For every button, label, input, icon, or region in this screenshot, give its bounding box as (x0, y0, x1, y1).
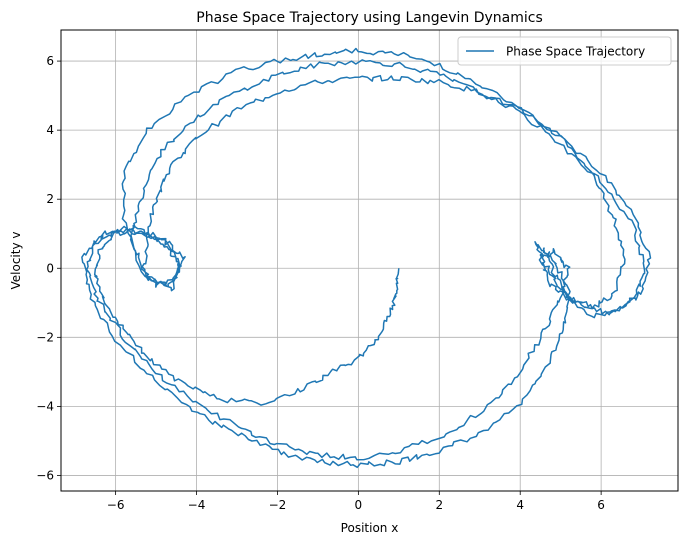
x-tick-label: −2 (269, 498, 287, 512)
axes-frame (60, 29, 679, 492)
x-tick-label: −6 (107, 498, 125, 512)
x-ticks: −6 −4 −2 0 2 4 6 (107, 491, 605, 512)
x-tick-label: 0 (355, 498, 363, 512)
x-axis-label: Position x (341, 521, 399, 535)
series-line (81, 47, 652, 469)
y-tick-label: 0 (46, 261, 54, 275)
plot-area (81, 47, 652, 469)
legend-label: Phase Space Trajectory (506, 45, 645, 59)
y-ticks: −6 −4 −2 0 2 4 6 (36, 54, 61, 482)
x-tick-label: −4 (188, 498, 206, 512)
y-tick-label: 6 (46, 54, 54, 68)
chart-title: Phase Space Trajectory using Langevin Dy… (196, 10, 543, 26)
y-tick-label: −4 (36, 399, 54, 413)
legend: Phase Space Trajectory (457, 36, 672, 66)
x-tick-label: 2 (435, 498, 443, 512)
series-group (81, 47, 652, 469)
y-tick-label: −6 (36, 468, 54, 482)
y-tick-label: 4 (46, 123, 54, 137)
x-tick-label: 6 (597, 498, 605, 512)
x-tick-label: 4 (516, 498, 524, 512)
y-tick-label: 2 (46, 192, 54, 206)
y-tick-label: −2 (36, 330, 54, 344)
y-axis-label: Velocity v (9, 232, 23, 290)
legend-box (457, 36, 672, 66)
